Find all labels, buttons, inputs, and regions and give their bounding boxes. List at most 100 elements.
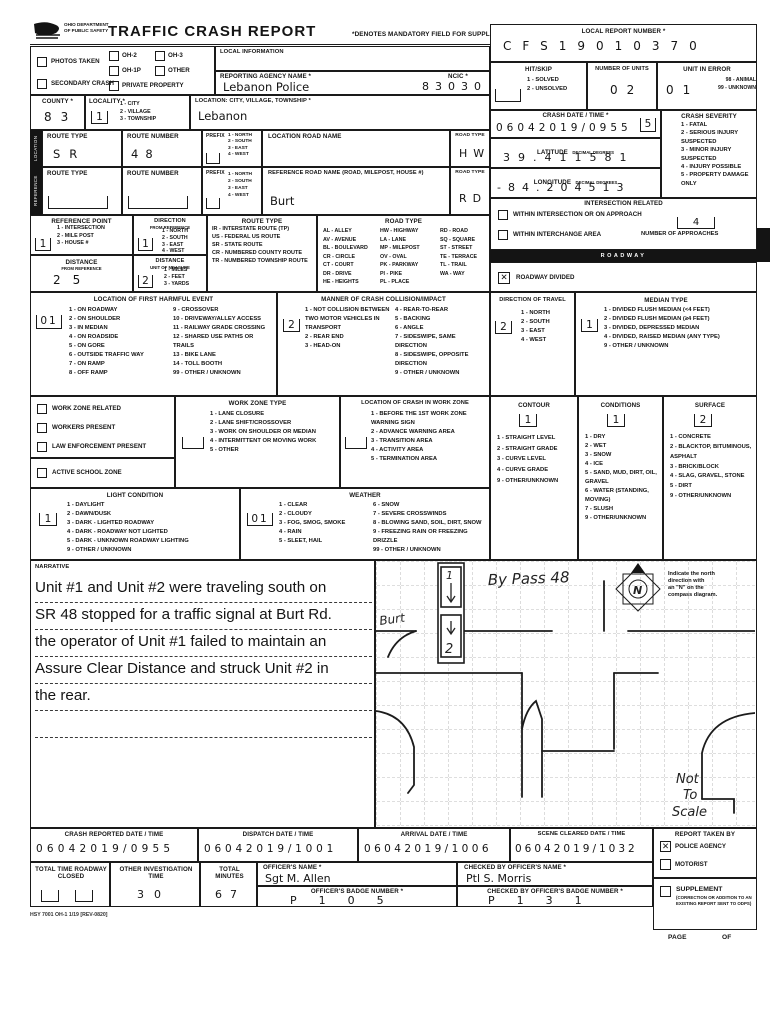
narrative-line[interactable]: the operator of Unit #1 failed to mainta…: [35, 629, 372, 657]
within-interchange-checkbox[interactable]: [498, 230, 508, 240]
route-type-codes-box: ROUTE TYPE IR - INTERSTATE ROUTE (TP) US…: [207, 215, 317, 292]
officer-badge-value[interactable]: P105: [290, 894, 406, 907]
ref-prefix-value[interactable]: [206, 198, 220, 209]
first-harmful-event-value[interactable]: 01: [36, 315, 62, 329]
crash-diagram[interactable]: 1 2 By Pass 48 Burt N Indicate the north…: [375, 561, 756, 826]
checked-name-value[interactable]: Ptl S. Morris: [466, 872, 532, 885]
reporting-agency-label: REPORTING AGENCY NAME *: [220, 73, 311, 80]
ref-road-name-value[interactable]: Burt: [270, 194, 295, 208]
officer-badge-box: OFFICER'S BADGE NUMBER * P105: [257, 886, 457, 907]
crash-datetime-value[interactable]: 06042019/0955: [496, 122, 632, 134]
crash-severity-value[interactable]: 5: [640, 118, 656, 132]
unit-in-error-value[interactable]: 01: [666, 83, 700, 97]
motorist-checkbox[interactable]: [660, 859, 671, 870]
private-property-checkbox[interactable]: [109, 81, 119, 91]
roadway-divided-checkbox[interactable]: ✕: [498, 272, 510, 284]
reporting-agency-box: REPORTING AGENCY NAME * Lebanon Police N…: [215, 71, 490, 95]
report-taken-by-label: REPORT TAKEN BY: [674, 831, 736, 838]
county-value[interactable]: 83: [44, 110, 78, 124]
other-investigation-value[interactable]: 30: [137, 888, 171, 901]
crash-reported-value[interactable]: 06042019/0955: [36, 843, 175, 855]
ref-road-type-value[interactable]: RD: [459, 192, 488, 205]
page-label: PAGE: [668, 934, 687, 941]
surface-value[interactable]: 2: [694, 414, 712, 427]
roadway-closed-value[interactable]: [41, 890, 59, 902]
workers-present-checkbox[interactable]: [37, 423, 47, 433]
weather-value[interactable]: 01: [247, 513, 273, 526]
median-type-value[interactable]: 1: [581, 319, 598, 332]
number-of-units-label: NUMBER OF UNITS: [595, 66, 649, 72]
reference-point-value[interactable]: 1: [35, 238, 51, 251]
narrative-line[interactable]: SR 48 stopped for a traffic signal at Bu…: [35, 602, 372, 630]
direction-value[interactable]: 1: [138, 238, 153, 251]
secondary-crash-checkbox[interactable]: [37, 79, 47, 89]
form-title: TRAFFIC CRASH REPORT: [108, 23, 317, 40]
light-condition-value[interactable]: 1: [39, 513, 57, 526]
dispatch-value[interactable]: 06042019/1001: [204, 843, 338, 855]
svg-text:compass diagram.: compass diagram.: [668, 592, 718, 598]
oh3-checkbox[interactable]: [155, 51, 165, 61]
within-intersection-checkbox[interactable]: [498, 210, 508, 220]
loc-prefix-value[interactable]: [206, 153, 220, 164]
total-minutes-value[interactable]: 67: [215, 888, 245, 901]
distance-value[interactable]: 25: [53, 273, 93, 287]
oh2-checkbox[interactable]: [109, 51, 119, 61]
loc-road-name-label: LOCATION ROAD NAME: [268, 133, 342, 140]
conditions-value[interactable]: 1: [607, 414, 625, 427]
narrative-line-empty[interactable]: [35, 710, 372, 738]
work-zone-related-label: WORK ZONE RELATED: [52, 405, 121, 412]
supplement-checkbox[interactable]: [660, 886, 671, 897]
police-agency-label: POLICE AGENCY: [675, 843, 726, 850]
loc-route-type-label: ROUTE TYPE: [47, 133, 88, 140]
police-agency-checkbox[interactable]: ✕: [660, 841, 671, 852]
loc-route-type-value[interactable]: SR: [53, 147, 87, 161]
locality-value[interactable]: 1: [91, 111, 108, 124]
checked-badge-value[interactable]: P131: [488, 894, 604, 907]
reporting-agency-value[interactable]: Lebanon Police: [223, 80, 310, 94]
law-enforcement-label: LAW ENFORCEMENT PRESENT: [52, 443, 147, 450]
loc-route-number-value[interactable]: 48: [131, 147, 160, 161]
scene-cleared-value[interactable]: 06042019/1032: [515, 843, 638, 855]
distance-unit-value[interactable]: 2: [138, 275, 153, 288]
arrival-value[interactable]: 06042019/1006: [364, 843, 492, 855]
roadway-closed-box: TOTAL TIME ROADWAY CLOSED: [30, 862, 110, 907]
hit-skip-value[interactable]: [495, 89, 521, 102]
number-of-units-value[interactable]: 02: [610, 83, 644, 97]
checked-badge-box: CHECKED BY OFFICER'S BADGE NUMBER * P131: [457, 886, 653, 907]
work-zone-location-value[interactable]: [345, 437, 367, 449]
roadway-closed-value2[interactable]: [75, 890, 93, 902]
location-city-value[interactable]: Lebanon: [198, 109, 248, 123]
county-label: COUNTY *: [42, 98, 73, 105]
distance-unit-sublabel: UNIT OF MEASURE: [150, 265, 190, 270]
manner-value[interactable]: 2: [283, 319, 300, 332]
work-zone-related-checkbox[interactable]: [37, 404, 47, 414]
active-school-zone-checkbox[interactable]: [37, 468, 47, 478]
ref-route-number-value[interactable]: [128, 196, 188, 209]
oh1p-checkbox[interactable]: [109, 66, 119, 76]
reference-point-label: REFERENCE POINT: [51, 218, 112, 225]
direction-of-travel-value[interactable]: 2: [495, 321, 512, 334]
officer-name-value[interactable]: Sgt M. Allen: [265, 872, 331, 885]
narrative-line[interactable]: Unit #1 and Unit #2 were traveling south…: [35, 575, 372, 603]
hit-skip-box: HIT/SKIP 1 - SOLVED 2 - UNSOLVED: [490, 62, 587, 110]
latitude-value[interactable]: 39.411581: [503, 151, 635, 164]
work-zone-type-value[interactable]: [182, 437, 204, 449]
local-report-number-value[interactable]: CFS19010370: [503, 39, 708, 53]
ref-route-type-value[interactable]: [48, 196, 108, 209]
loc-road-type-value[interactable]: HW: [459, 147, 491, 160]
approaches-value[interactable]: 4: [677, 217, 715, 229]
contour-value[interactable]: 1: [519, 414, 537, 427]
reference-point-options: 1 - INTERSECTION 2 - MILE POST 3 - HOUSE…: [57, 225, 105, 247]
scene-cleared-box: SCENE CLEARED DATE / TIME 06042019/1032: [510, 828, 653, 862]
local-information-box[interactable]: LOCAL INFORMATION: [215, 46, 490, 71]
ncic-value[interactable]: 83030: [422, 80, 487, 93]
first-harmful-event-label: LOCATION OF FIRST HARMFUL EVENT: [93, 296, 214, 303]
other-checkbox[interactable]: [155, 66, 165, 76]
photos-taken-checkbox[interactable]: [37, 57, 47, 67]
narrative-line[interactable]: Assure Clear Distance and struck Unit #2…: [35, 656, 372, 684]
narrative-line[interactable]: the rear.: [35, 683, 372, 711]
law-enforcement-checkbox[interactable]: [37, 442, 47, 452]
longitude-value[interactable]: -84.204513: [497, 181, 631, 194]
checked-badge-label: CHECKED BY OFFICER'S BADGE NUMBER *: [487, 888, 623, 895]
not-to-scale-note: Not To Scale: [672, 772, 707, 820]
